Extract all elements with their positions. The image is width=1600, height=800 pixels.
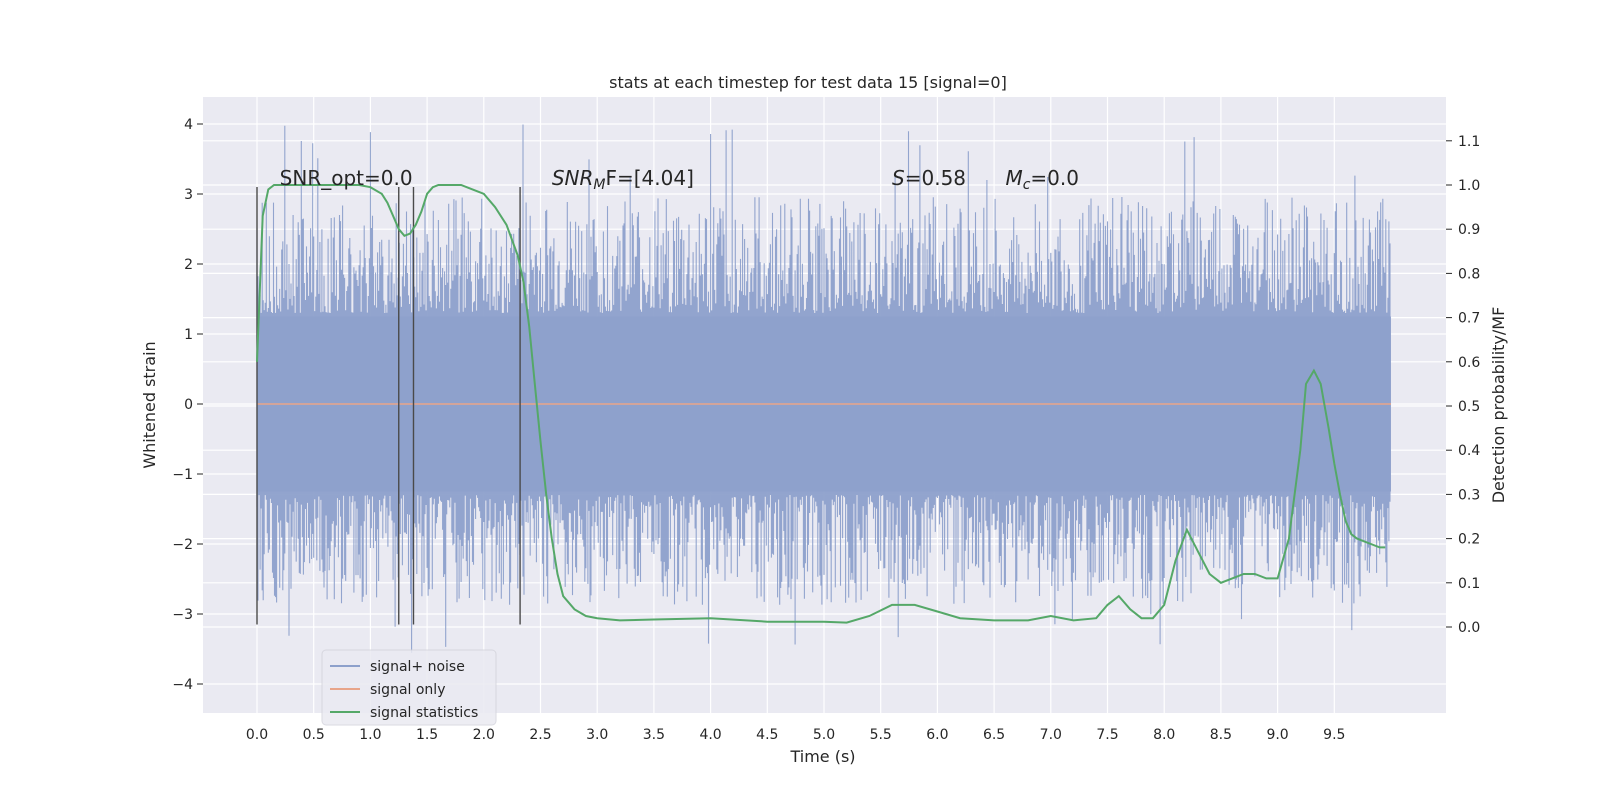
- x-tick-label: 1.0: [359, 727, 381, 743]
- x-tick-label: 0.0: [246, 727, 268, 743]
- y-tick-label: 1: [184, 327, 193, 343]
- y-tick-label: −2: [172, 537, 193, 553]
- y-tick-label: 3: [184, 187, 193, 203]
- y2-tick-label: 0.5: [1458, 399, 1480, 415]
- x-ticks: 0.0 0.5 1.0 1.5 2.0 2.5 3.0 3.5 4.0 4.5 5.0 5.5 6.0 6…: [246, 727, 1346, 743]
- statistics-line: [256, 184, 1386, 624]
- annotation-2: S=0.58: [892, 166, 966, 190]
- y-tick-label: −4: [172, 677, 193, 693]
- x-tick-label: 6.5: [983, 727, 1005, 743]
- annotation-0: SNR_opt=0.0: [280, 166, 413, 190]
- y-tick-label: −1: [172, 467, 193, 483]
- y-tick-label: −3: [172, 607, 193, 623]
- y2-tick-label: 0.4: [1458, 443, 1480, 459]
- x-tick-label: 8.0: [1153, 727, 1175, 743]
- x-tick-label: 7.0: [1040, 727, 1062, 743]
- x-axis-label: Time (s): [789, 747, 855, 766]
- x-tick-label: 0.5: [303, 727, 325, 743]
- x-tick-label: 8.5: [1210, 727, 1232, 743]
- y2-tick-label: 0.6: [1458, 355, 1480, 371]
- y-ticks: 4 3 2 1 0 −1 −2 −3 −4: [172, 117, 203, 693]
- x-tick-label: 2.0: [473, 727, 495, 743]
- x-tick-label: 1.5: [416, 727, 438, 743]
- y-tick-label: 2: [184, 257, 193, 273]
- y-tick-label: 4: [184, 117, 193, 133]
- y2-tick-label: 0.2: [1458, 532, 1480, 548]
- y2-tick-label: 0.7: [1458, 311, 1480, 327]
- x-tick-label: 6.0: [926, 727, 948, 743]
- annotation-1: SNRMF=[4.04]: [552, 166, 694, 193]
- y-axis-label: Whitened strain: [140, 341, 159, 468]
- y2-tick-label: 0.1: [1458, 576, 1480, 592]
- y2-tick-label: 0.8: [1458, 266, 1480, 282]
- y2-tick-label: 0.3: [1458, 487, 1480, 503]
- annotation-3: Mc=0.0: [1005, 166, 1079, 193]
- x-tick-label: 7.5: [1096, 727, 1118, 743]
- y-tick-label: 0: [184, 397, 193, 413]
- vertical-markers: [256, 187, 521, 625]
- chart-title: stats at each timestep for test data 15 …: [609, 73, 1007, 92]
- legend-label: signal statistics: [370, 705, 478, 721]
- x-tick-label: 3.5: [643, 727, 665, 743]
- y2-axis-label: Detection probability/MF: [1489, 307, 1508, 504]
- y2-tick-label: 1.1: [1458, 134, 1480, 150]
- y2-tick-label: 0.0: [1458, 620, 1480, 636]
- x-tick-label: 5.5: [870, 727, 892, 743]
- y2-tick-label: 0.9: [1458, 222, 1480, 238]
- legend: signal+ noise signal only signal statistic…: [321, 649, 497, 726]
- legend-box: [321, 649, 497, 726]
- x-tick-label: 4.0: [699, 727, 721, 743]
- y2-ticks: 1.1 1.0 0.9 0.8 0.7 0.6 0.5 0.4 0.3 0.2 0.1 0.0: [1446, 134, 1480, 636]
- legend-label: signal only: [370, 682, 445, 698]
- statistics-series: [256, 184, 1386, 624]
- y2-tick-label: 1.0: [1458, 178, 1480, 194]
- x-tick-label: 4.5: [756, 727, 778, 743]
- x-tick-label: 5.0: [813, 727, 835, 743]
- x-tick-label: 9.5: [1323, 727, 1345, 743]
- x-tick-label: 9.0: [1266, 727, 1288, 743]
- x-tick-label: 3.0: [586, 727, 608, 743]
- legend-label: signal+ noise: [370, 659, 465, 675]
- x-tick-label: 2.5: [529, 727, 551, 743]
- annotations: SNR_opt=0.0 SNRMF=[4.04] S=0.58 Mc=0.0: [280, 166, 1079, 193]
